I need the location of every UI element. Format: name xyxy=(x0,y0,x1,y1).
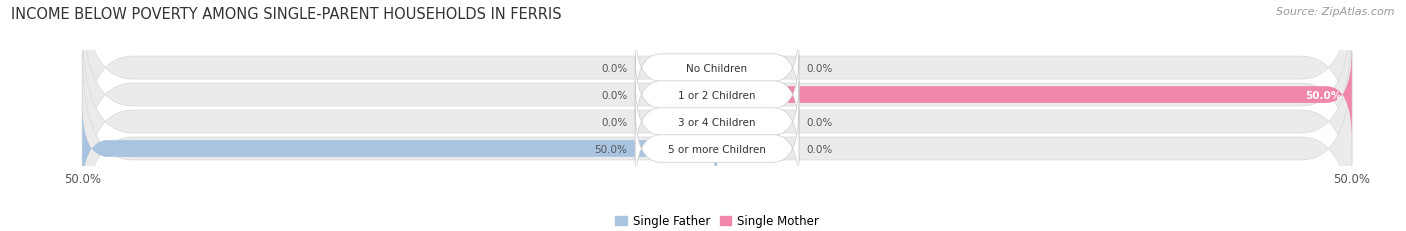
FancyBboxPatch shape xyxy=(636,55,799,135)
Text: No Children: No Children xyxy=(686,63,748,73)
Text: 0.0%: 0.0% xyxy=(602,90,627,100)
FancyBboxPatch shape xyxy=(83,53,1351,231)
Text: 3 or 4 Children: 3 or 4 Children xyxy=(678,117,756,127)
FancyBboxPatch shape xyxy=(83,0,1351,191)
FancyBboxPatch shape xyxy=(83,26,1351,218)
Text: 0.0%: 0.0% xyxy=(602,63,627,73)
Text: 0.0%: 0.0% xyxy=(807,144,832,154)
Text: 0.0%: 0.0% xyxy=(602,117,627,127)
FancyBboxPatch shape xyxy=(636,109,799,189)
Text: 0.0%: 0.0% xyxy=(807,117,832,127)
FancyBboxPatch shape xyxy=(83,103,717,194)
Text: 5 or more Children: 5 or more Children xyxy=(668,144,766,154)
FancyBboxPatch shape xyxy=(717,50,1351,140)
Legend: Single Father, Single Mother: Single Father, Single Mother xyxy=(610,210,824,231)
FancyBboxPatch shape xyxy=(636,28,799,108)
FancyBboxPatch shape xyxy=(636,82,799,162)
FancyBboxPatch shape xyxy=(83,0,1351,164)
Text: 50.0%: 50.0% xyxy=(595,144,627,154)
Text: INCOME BELOW POVERTY AMONG SINGLE-PARENT HOUSEHOLDS IN FERRIS: INCOME BELOW POVERTY AMONG SINGLE-PARENT… xyxy=(11,7,562,22)
Text: Source: ZipAtlas.com: Source: ZipAtlas.com xyxy=(1277,7,1395,17)
Text: 1 or 2 Children: 1 or 2 Children xyxy=(678,90,756,100)
Text: 50.0%: 50.0% xyxy=(1305,90,1341,100)
Text: 0.0%: 0.0% xyxy=(807,63,832,73)
